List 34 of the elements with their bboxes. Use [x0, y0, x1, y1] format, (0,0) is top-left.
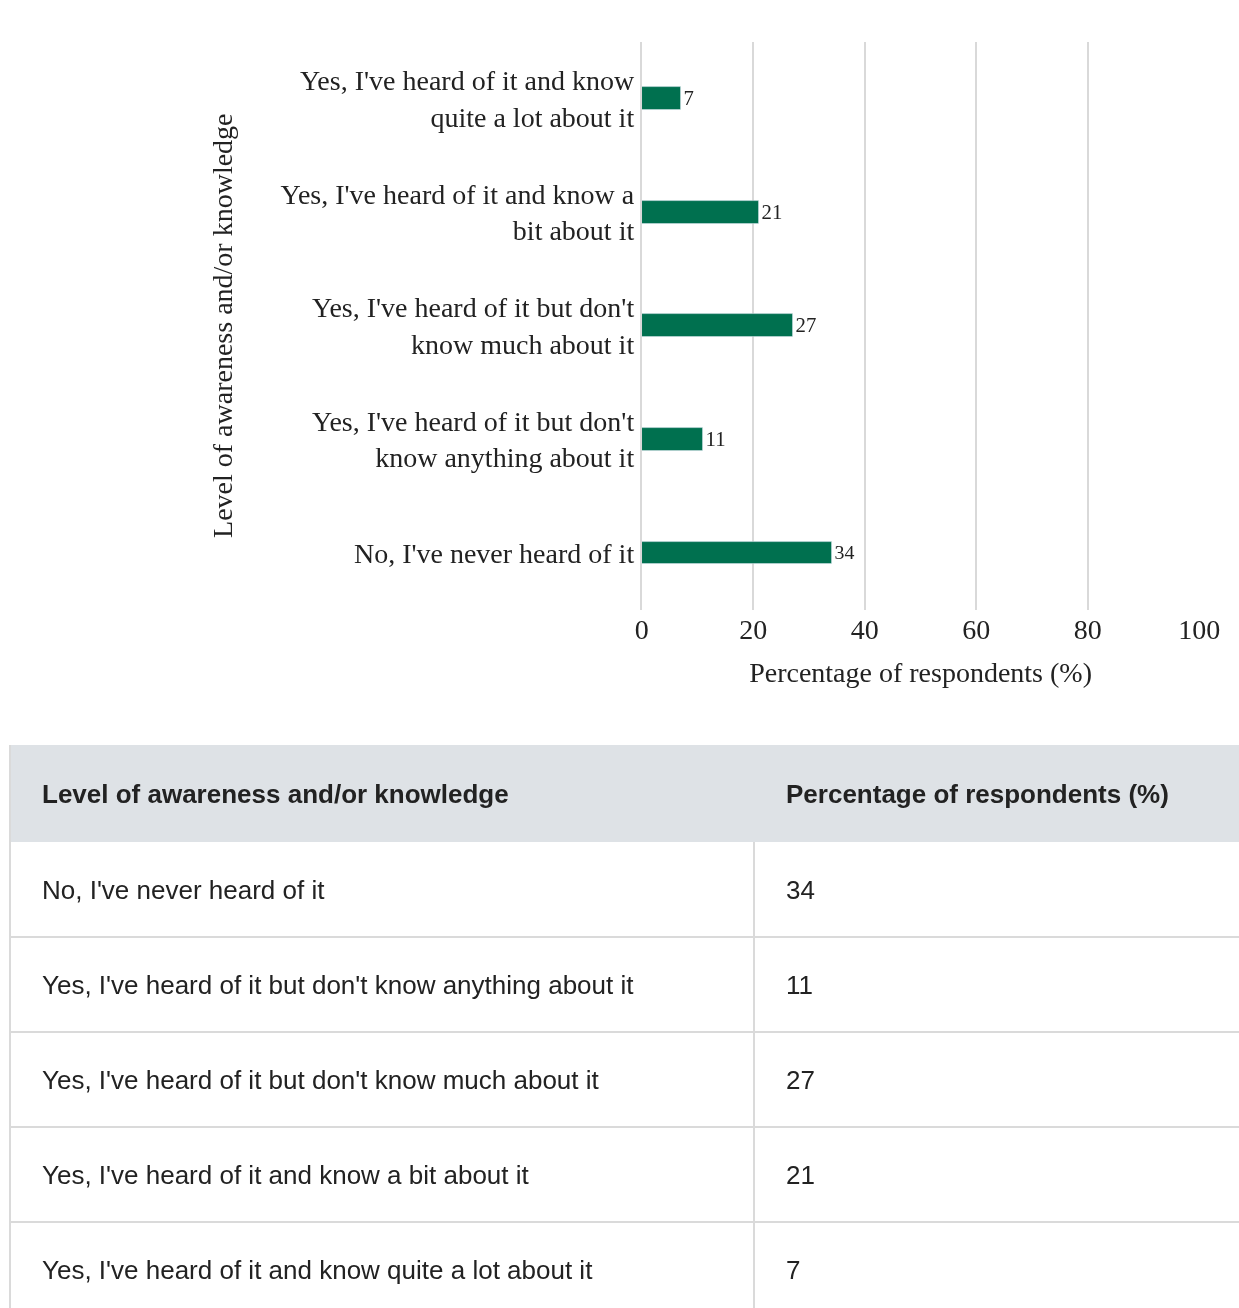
data-label: 21	[761, 200, 783, 224]
category-label: Yes, I've heard of it but don't know much about it	[42, 1065, 600, 1095]
category-label: Yes, I've heard of it and know a bit about it	[42, 1160, 530, 1190]
bar	[641, 200, 759, 224]
x-axis-title: Percentage of respondents (%)	[749, 656, 1093, 688]
y-axis-title: Level of awareness and/or knowledge	[206, 113, 238, 538]
text: Percentage of respondents (%)	[786, 779, 1169, 809]
y-tick-label: Yes, I've heard of it and know a bit about it	[280, 178, 635, 247]
bar	[641, 541, 832, 564]
y-tick-label: Yes, I've heard of it but don't know anything about it	[311, 405, 635, 474]
y-tick-label: Yes, I've heard of it but don't know much about it	[311, 292, 635, 360]
data-label: 34	[834, 541, 855, 564]
data-label: 21	[786, 1160, 815, 1190]
bar	[641, 427, 703, 451]
y-tick-label: Yes, I've heard of it and know quite a lot about it	[299, 65, 635, 133]
category-label: No, I've never heard of it	[42, 875, 326, 905]
text: Level of awareness and/or knowledge	[42, 779, 509, 809]
x-tick-label: 0	[634, 613, 649, 645]
x-tick-label: 20	[739, 613, 768, 645]
x-tick-label: 100	[1178, 613, 1221, 645]
data-label: 27	[786, 1065, 815, 1095]
x-tick-label: 40	[850, 613, 879, 645]
data-label: 11	[705, 427, 726, 451]
data-label: 27	[795, 313, 817, 337]
y-tick-label: No, I've never heard of it	[353, 537, 635, 569]
bar	[641, 313, 793, 337]
data-label: 34	[786, 875, 815, 905]
data-label: 7	[683, 86, 694, 110]
x-tick-label: 60	[962, 613, 991, 645]
category-label: Yes, I've heard of it and know quite a lot about it	[42, 1255, 594, 1285]
data-label: 11	[786, 970, 813, 1000]
x-tick-label: 80	[1073, 613, 1102, 645]
bar	[641, 86, 681, 110]
data-label: 7	[786, 1255, 801, 1285]
